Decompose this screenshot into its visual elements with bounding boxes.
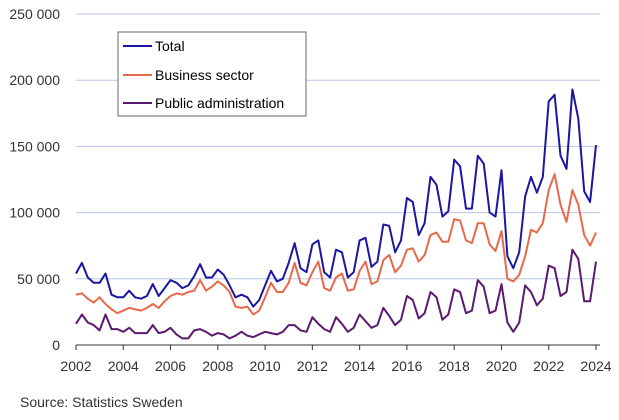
source-note: Source: Statistics Sweden [20, 394, 183, 410]
x-tick-label: 2010 [250, 358, 281, 374]
series-line-total [75, 88, 597, 308]
x-tick-label: 2012 [297, 358, 328, 374]
axes [75, 344, 600, 350]
legend-label-business-sector: Business sector [155, 67, 254, 83]
y-tick-label: 200 000 [9, 72, 60, 88]
y-tick-label: 150 000 [9, 138, 60, 154]
legend: Total Business sector Public administrat… [117, 31, 307, 117]
x-tick-label: 2018 [439, 358, 470, 374]
y-tick-label: 250 000 [9, 6, 60, 22]
x-tick-label: 2022 [533, 358, 564, 374]
x-tick-label: 2024 [580, 358, 611, 374]
x-tick-label: 2008 [202, 358, 233, 374]
x-tick-label: 2002 [60, 358, 91, 374]
x-tick-label: 2006 [155, 358, 186, 374]
x-tick-labels: 2002 2004 2006 2008 2010 2012 2014 2016 2018 2020… [60, 358, 611, 374]
x-tick-label: 2004 [108, 358, 139, 374]
x-tick-label: 2014 [344, 358, 375, 374]
series-line-public-administration [75, 248, 597, 340]
series-line-business-sector [75, 173, 597, 316]
series-lines [75, 88, 597, 340]
y-tick-label: 0 [52, 337, 60, 353]
legend-label-public-administration: Public administration [155, 95, 284, 111]
y-tick-label: 50 000 [17, 271, 60, 287]
y-tick-label: 100 000 [9, 205, 60, 221]
y-tick-labels: 0 50 000 100 000 150 000 200 000 250 000 [9, 6, 60, 353]
x-tick-label: 2016 [391, 358, 422, 374]
x-tick-label: 2020 [486, 358, 517, 374]
legend-label-total: Total [155, 38, 185, 54]
